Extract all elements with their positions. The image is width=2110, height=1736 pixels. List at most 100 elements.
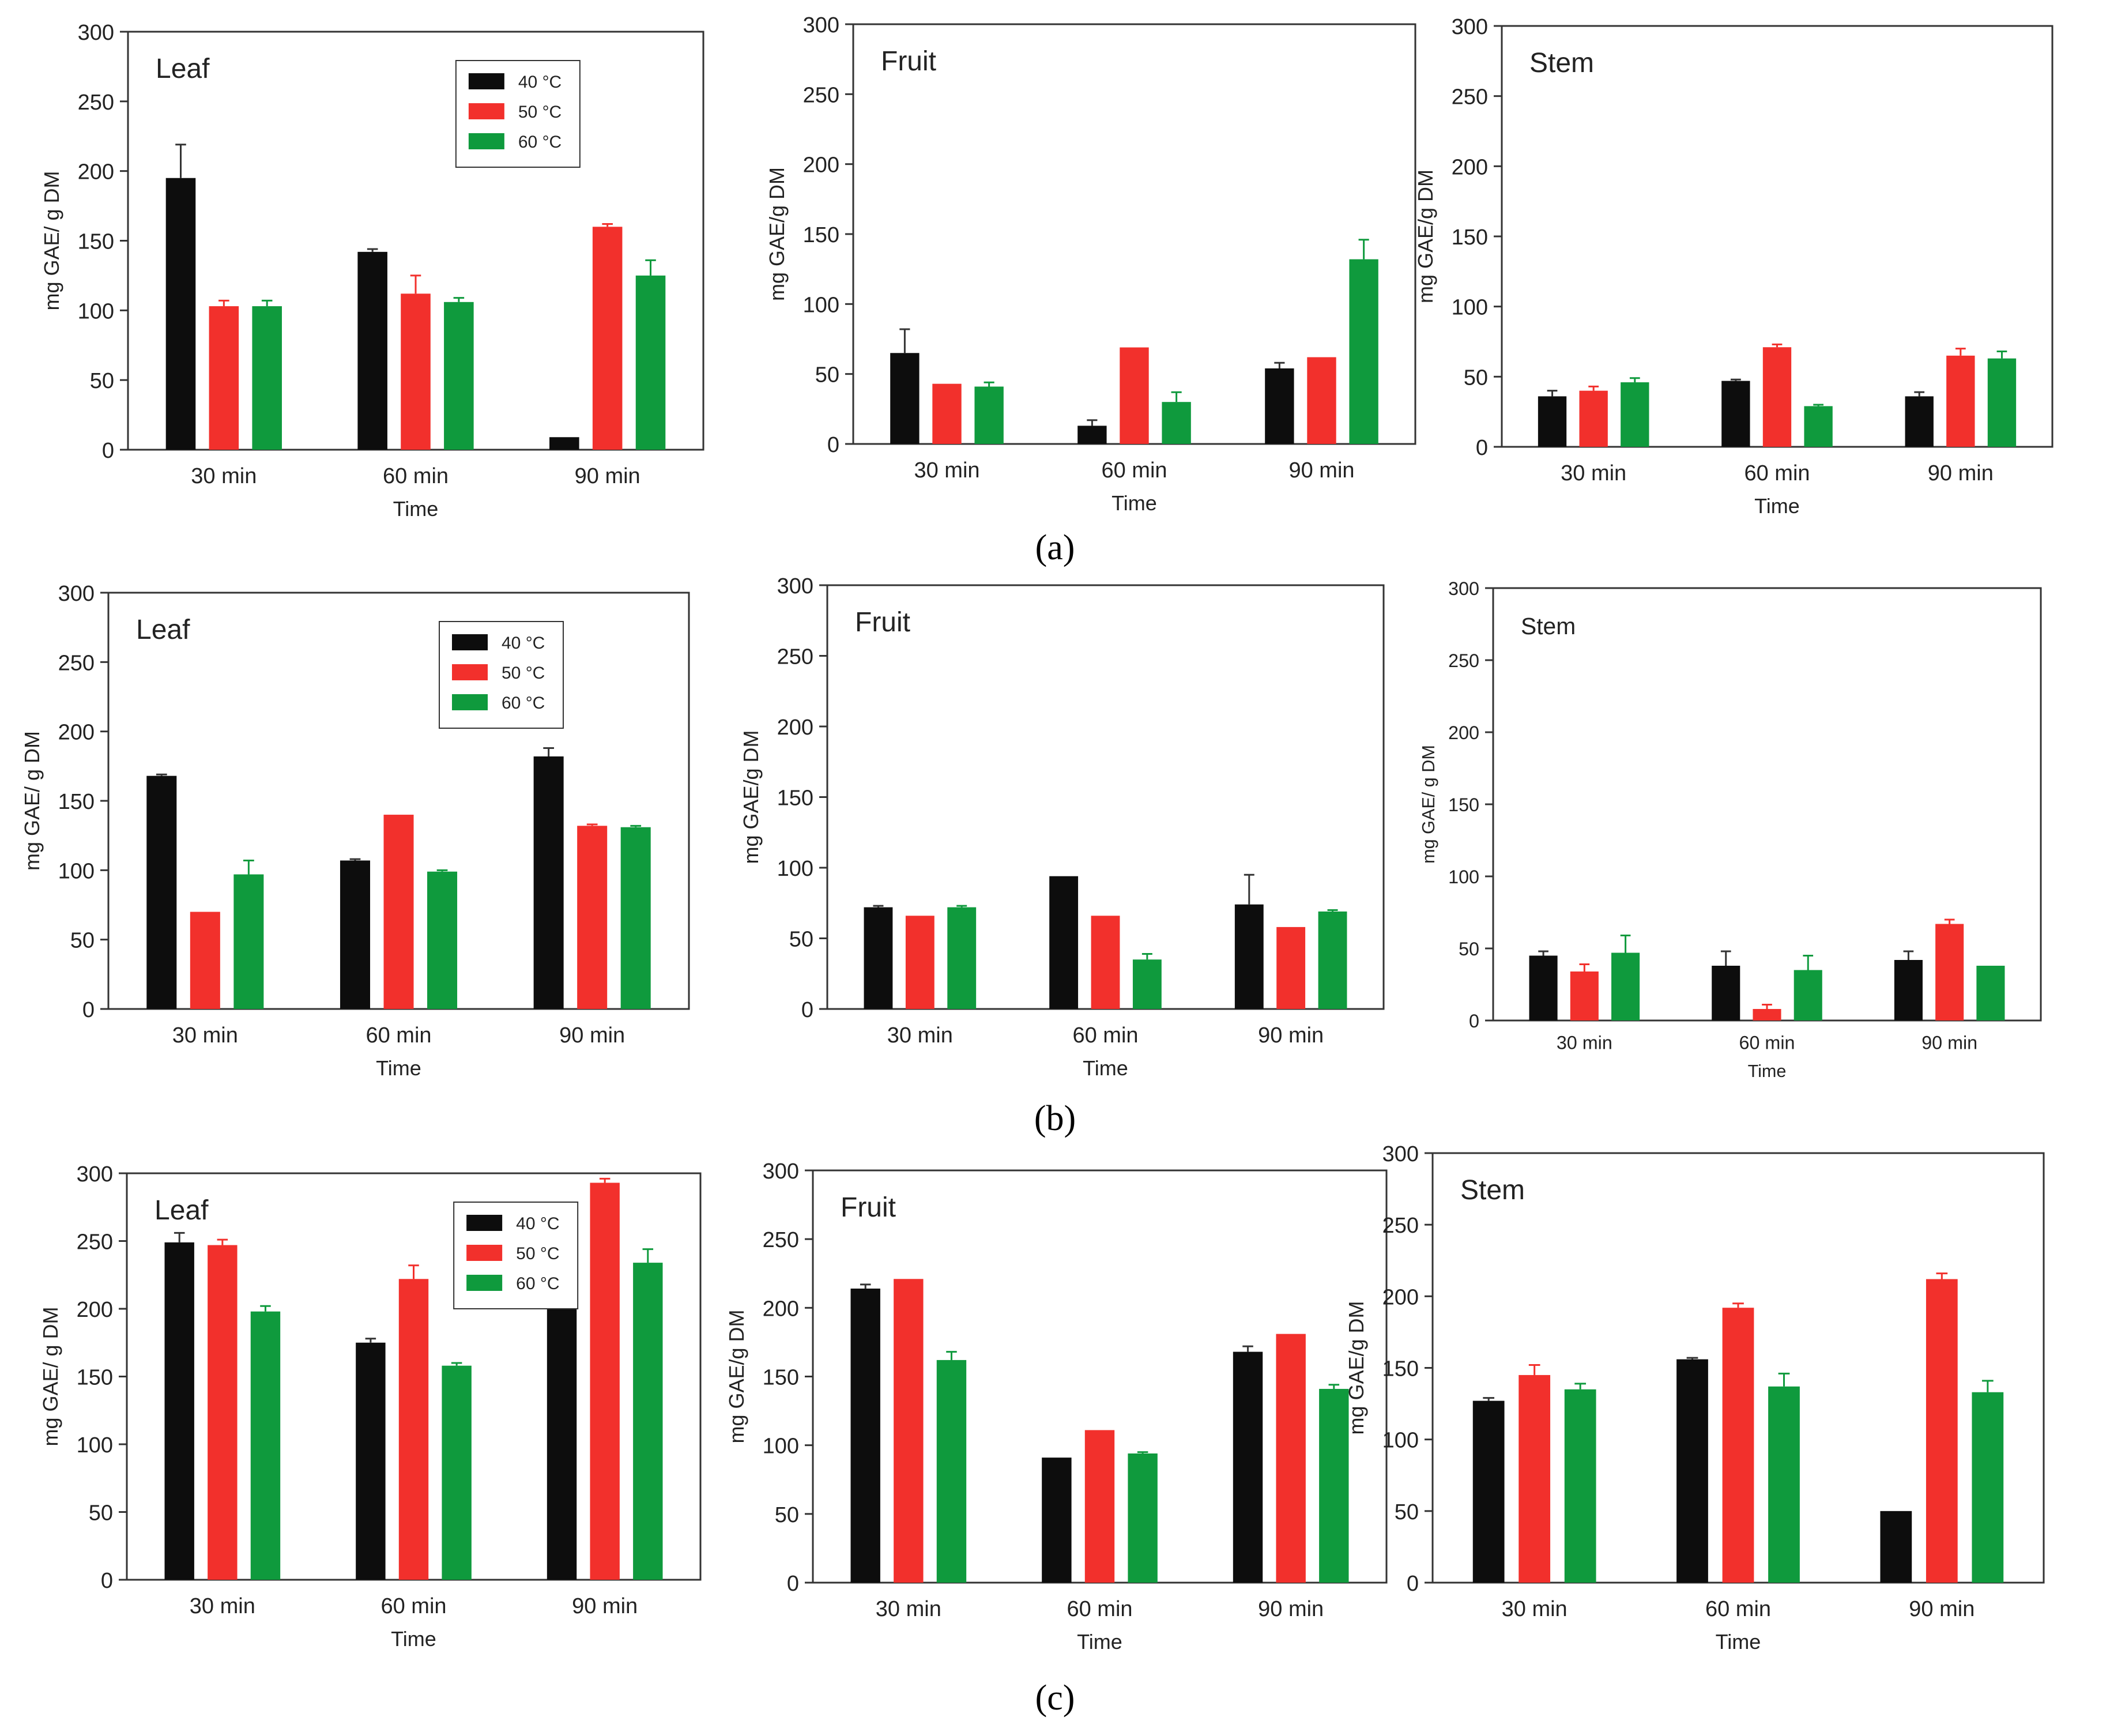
legend-swatch	[468, 133, 504, 149]
bar	[1233, 1351, 1263, 1583]
bar	[533, 756, 564, 1009]
bar	[635, 275, 666, 450]
x-tick-label: 30 min	[190, 1594, 255, 1618]
x-tick-label: 30 min	[914, 458, 979, 483]
bar	[357, 251, 387, 450]
bar	[1519, 1375, 1551, 1583]
panel-title: Fruit	[841, 1192, 896, 1223]
bar	[1120, 347, 1149, 444]
legend-swatch	[451, 664, 488, 680]
bar	[590, 1183, 620, 1580]
y-tick-label: 250	[1452, 85, 1488, 110]
y-tick-label: 300	[77, 1162, 113, 1187]
y-tick-label: 100	[1452, 296, 1488, 320]
y-tick-label: 0	[801, 998, 813, 1022]
x-tick-label: 60 min	[1739, 1032, 1795, 1053]
bar	[1265, 368, 1294, 444]
y-axis-label: mg GAE/g DM	[725, 1309, 748, 1443]
chart-panel-b-leaf: 0 50 100 150 200 250 300 mg GAE/ g DM Leaf 30 min…	[20, 582, 690, 1080]
bar	[1276, 927, 1306, 1009]
x-tick-label: 30 min	[1557, 1032, 1612, 1053]
y-tick-label: 200	[58, 721, 95, 745]
bar	[577, 826, 608, 1009]
y-axis-label: mg GAE/g DM	[1414, 170, 1437, 303]
bar	[1712, 966, 1740, 1020]
y-tick-label: 100	[78, 299, 114, 323]
legend-label: 50 °C	[516, 1244, 559, 1263]
y-tick-label: 250	[78, 91, 114, 115]
legend-label: 40 °C	[502, 634, 545, 653]
bar	[427, 871, 458, 1009]
y-tick-label: 50	[1464, 366, 1488, 390]
legend-label: 60 °C	[516, 1274, 559, 1293]
bar	[1987, 358, 2017, 447]
caption-a: (a)	[1035, 528, 1075, 567]
bar	[1276, 1334, 1306, 1583]
bar	[1234, 904, 1264, 1009]
chart-panel-a-fruit: 0 50 100 150 200 250 300 mg GAE/g DM Fruit 30 min…	[765, 13, 1416, 515]
y-tick-label: 200	[1382, 1285, 1419, 1309]
chart-panel-c-stem: 0 50 100 150 200 250 300 mg GAE/g DM Stem 30 min 6…	[1344, 1142, 2045, 1654]
y-tick-label: 300	[1448, 578, 1479, 599]
x-axis-label: Time	[1083, 1056, 1128, 1080]
x-tick-label: 60 min	[1067, 1597, 1132, 1621]
panel-title: Leaf	[136, 615, 190, 645]
bar	[1935, 924, 1964, 1020]
chart-panels: 0 50 100 150 200 250 300 mg GAE/ g DM Leaf 30 min…	[20, 13, 2054, 1654]
y-tick-label: 100	[77, 1433, 113, 1458]
legend-label: 60 °C	[518, 133, 562, 152]
y-tick-label: 0	[827, 433, 839, 457]
y-tick-label: 150	[58, 790, 95, 814]
bar	[1042, 1458, 1072, 1583]
y-tick-label: 150	[1452, 225, 1488, 250]
y-tick-label: 150	[1382, 1357, 1419, 1381]
bar	[1946, 355, 1975, 447]
y-axis-label: mg GAE/g DM	[739, 730, 763, 864]
y-axis-label: mg GAE/ g DM	[1419, 745, 1438, 864]
x-tick-label: 90 min	[1928, 461, 1994, 485]
y-axis-label: mg GAE/ g DM	[20, 731, 44, 871]
bar	[383, 815, 414, 1009]
x-axis-label: Time	[376, 1056, 421, 1080]
x-tick-label: 90 min	[559, 1023, 625, 1048]
legend-label: 60 °C	[502, 694, 545, 713]
bar	[356, 1342, 386, 1580]
x-tick-label: 90 min	[1921, 1032, 1977, 1053]
bar	[233, 874, 264, 1009]
legend-swatch	[466, 1245, 503, 1261]
y-tick-label: 300	[58, 582, 95, 606]
x-tick-label: 60 min	[366, 1023, 431, 1048]
y-tick-label: 50	[89, 1501, 113, 1526]
x-tick-label: 30 min	[172, 1023, 238, 1048]
x-axis-label: Time	[1748, 1061, 1787, 1081]
panel-title: Leaf	[156, 54, 210, 84]
bar	[190, 912, 220, 1009]
y-tick-label: 50	[70, 929, 95, 953]
bar	[1319, 1388, 1349, 1583]
y-tick-label: 50	[90, 369, 114, 393]
y-tick-label: 100	[777, 857, 813, 881]
x-tick-label: 60 min	[1744, 461, 1810, 485]
chart-panel-a-leaf: 0 50 100 150 200 250 300 mg GAE/ g DM Leaf 30 min…	[40, 21, 704, 521]
legend-swatch	[451, 694, 488, 710]
bar	[1894, 960, 1923, 1020]
x-tick-label: 30 min	[1502, 1597, 1568, 1621]
bar	[1564, 1389, 1596, 1583]
y-tick-label: 200	[1452, 155, 1488, 179]
bar	[398, 1279, 429, 1580]
y-tick-label: 50	[775, 1503, 799, 1527]
x-tick-label: 90 min	[1909, 1597, 1975, 1621]
bar	[1621, 382, 1649, 447]
bar	[1722, 1308, 1754, 1583]
bar	[1762, 347, 1792, 447]
bar	[633, 1263, 663, 1580]
y-tick-label: 200	[803, 153, 839, 178]
y-axis-label: mg GAE/g DM	[1344, 1301, 1368, 1434]
y-tick-label: 150	[777, 786, 813, 811]
y-tick-label: 300	[1382, 1142, 1419, 1166]
y-tick-label: 300	[777, 574, 813, 598]
y-tick-label: 0	[101, 1569, 113, 1593]
bar	[1721, 381, 1750, 447]
bar	[932, 383, 962, 444]
